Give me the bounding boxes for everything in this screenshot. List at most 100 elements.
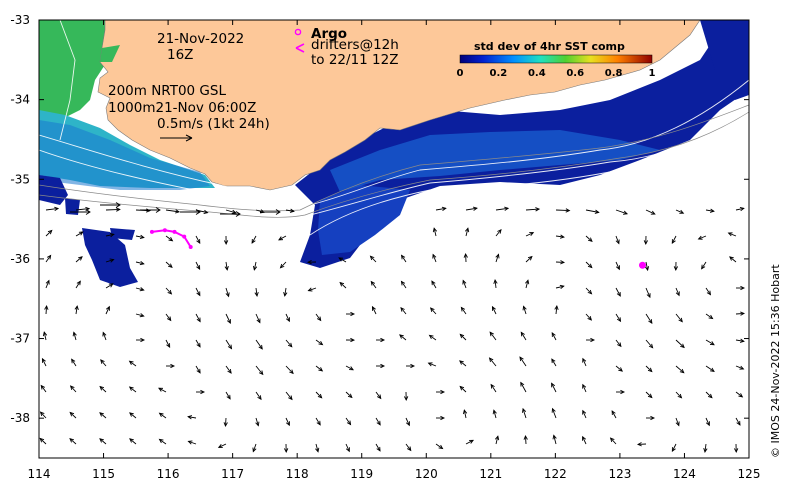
velocity-arrow [371,305,377,315]
velocity-arrow [675,365,685,374]
velocity-arrow [285,339,293,348]
velocity-arrow [225,339,233,350]
velocity-arrow [736,285,746,291]
velocity-arrow [315,417,321,426]
velocity-arrow [99,412,107,419]
velocity-arrow [187,440,197,445]
velocity-arrow [609,437,617,445]
x-tick-label: 124 [673,467,696,481]
velocity-arrow [675,417,680,427]
velocity-arrow [406,363,416,369]
velocity-arrow [525,255,533,263]
velocity-arrow [675,313,683,323]
velocity-arrow [400,280,407,289]
colorbar-tick-label: 1 [649,68,656,79]
velocity-arrow [523,434,528,445]
velocity-arrow [735,365,745,370]
argo-legend-icon [294,28,302,36]
velocity-arrow [260,209,281,215]
velocity-arrow [75,256,83,263]
velocity-arrow [520,331,527,341]
land-inlet [100,45,120,62]
velocity-arrow [520,381,527,393]
velocity-arrow [128,360,137,367]
velocity-arrow [370,280,377,289]
x-tick-label: 114 [28,467,51,481]
hour-label: 16Z [167,47,193,63]
velocity-arrow [495,228,502,237]
velocity-arrow [555,234,565,239]
velocity-arrow [255,365,264,376]
sst-patch-island1 [82,228,138,287]
sst-patch-east-core [330,130,660,192]
velocity-arrow [673,261,679,272]
velocity-arrow [697,235,707,240]
bathymetry-lines [39,104,749,218]
velocity-arrow [72,331,77,341]
plot-frame [38,19,750,459]
y-tick-label: -36 [10,252,30,266]
velocity-arrow [195,313,201,323]
x-tick-label: 122 [544,467,567,481]
velocity-arrow [345,391,353,399]
scale-arrow [160,134,193,142]
velocity-arrow [40,384,47,393]
velocity-arrow [522,407,527,419]
velocity-arrow [70,209,91,215]
velocity-arrow [582,357,587,367]
velocity-arrow [105,283,114,289]
velocity-arrow [705,313,714,320]
velocity-arrow [555,284,565,290]
velocity-arrow [459,385,467,393]
velocity-arrow [636,442,647,447]
velocity-arrow [582,409,587,419]
velocity-arrow [552,434,557,445]
velocity-arrow [405,417,410,427]
depth-line2: 1000m21-Nov 06:00Z [108,100,256,116]
velocity-arrow [646,415,656,421]
x-tick-label: 116 [157,467,180,481]
date-label: 21-Nov-2022 [157,31,244,47]
velocity-arrow [493,279,498,289]
velocity-arrow [45,254,52,263]
y-tick-label: -38 [10,411,30,425]
velocity-arrow [525,279,530,289]
velocity-arrow [489,331,497,341]
velocity-arrow [733,443,739,454]
velocity-arrow [490,383,497,393]
velocity-arrow [735,391,744,398]
velocity-arrow [285,208,295,213]
velocity-arrow [644,261,650,272]
velocity-arrow [128,386,137,393]
argo-floats [639,261,646,269]
x-axis: 114 115 116 117 118 119 120 121 122 123 124 125 [28,20,760,481]
velocity-arrow [405,443,412,452]
velocity-arrow [436,415,446,421]
velocity-arrow [703,443,708,453]
velocity-arrow [555,260,566,265]
velocity-arrow [460,306,467,315]
velocity-arrow [345,417,352,426]
velocity-arrow [432,253,437,263]
velocity-arrow [346,311,356,317]
velocity-arrow [427,362,437,367]
velocity-arrow [585,313,593,321]
velocity-arrow [135,234,145,240]
drifters-line1: drifters@12h [311,37,399,53]
velocity-arrow [129,438,137,445]
velocity-arrow [615,209,629,215]
velocity-arrow [495,253,500,263]
velocity-arrow [99,385,107,393]
sst-patch-island3 [110,228,135,240]
velocity-arrow [376,337,386,343]
velocity-arrow [285,313,290,323]
velocity-arrow [495,206,510,211]
x-tick-label: 115 [92,467,115,481]
velocity-arrow [525,207,541,212]
colorbar-tick-label: 0.2 [490,68,508,79]
credit-label: © IMOS 24-Nov-2022 15:36 Hobart [769,264,782,458]
velocity-arrow [285,365,294,375]
velocity-arrow [465,227,470,237]
velocity-arrow [615,235,620,245]
velocity-arrow [71,358,77,367]
